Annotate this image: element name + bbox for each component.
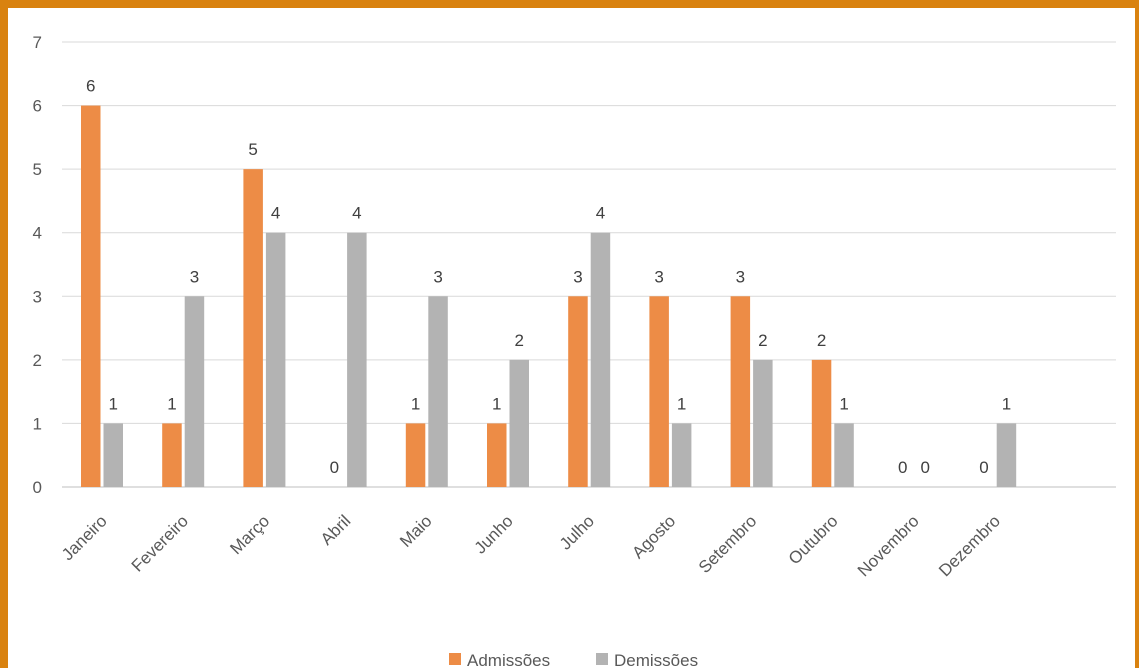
y-tick-label: 5 [33, 160, 42, 179]
x-tick-label: Fevereiro [128, 511, 192, 575]
data-label: 3 [736, 267, 745, 286]
legend-swatch-demissoes [596, 653, 608, 665]
bar-demissoes [103, 423, 123, 487]
bar-demissoes [753, 359, 773, 487]
y-tick-label: 4 [33, 224, 42, 243]
data-label: 4 [596, 204, 605, 223]
data-label: 4 [352, 204, 361, 223]
data-label: 1 [109, 394, 118, 413]
data-label: 2 [758, 331, 767, 350]
bar-demissoes [184, 296, 205, 487]
data-label: 3 [190, 267, 199, 286]
y-tick-label: 3 [33, 287, 42, 306]
data-label: 3 [573, 267, 582, 286]
legend-label-admissoes: Admissões [467, 651, 550, 668]
x-tick-label: Setembro [695, 511, 761, 577]
x-axis: Janeiro Fevereiro Março Abril Maio Junho Julho… [58, 511, 1004, 580]
data-label: 6 [86, 77, 95, 96]
x-tick-label: Abril [317, 511, 354, 548]
y-tick-label: 2 [33, 351, 42, 370]
x-tick-label: Novembro [854, 511, 923, 580]
x-tick-label: Agosto [628, 511, 679, 562]
data-label: 0 [921, 458, 930, 477]
y-tick-label: 0 [33, 478, 42, 497]
x-tick-label: Março [226, 511, 273, 558]
bar-admissoes [81, 105, 101, 488]
x-tick-label: Outubro [785, 511, 842, 568]
bar-admissoes [568, 296, 588, 487]
y-tick-label: 6 [33, 97, 42, 116]
data-label: 1 [411, 394, 420, 413]
legend-swatch-admissoes [449, 653, 461, 665]
bar-demissoes [347, 232, 367, 487]
y-tick-label: 7 [33, 33, 42, 52]
legend: Admissões Demissões [449, 651, 698, 668]
x-tick-label: Dezembro [935, 511, 1004, 580]
x-tick-label: Maio [396, 511, 435, 550]
bar-admissoes [487, 423, 507, 487]
data-label: 3 [433, 267, 442, 286]
data-label: 0 [898, 458, 907, 477]
bar-demissoes [428, 296, 448, 487]
x-tick-label: Janeiro [58, 511, 111, 564]
data-label: 1 [839, 394, 848, 413]
data-label: 3 [654, 267, 663, 286]
y-tick-label: 1 [33, 414, 42, 433]
bar-demissoes [671, 423, 692, 487]
data-label: 1 [1002, 394, 1011, 413]
x-tick-label: Julho [556, 511, 598, 553]
data-label: 2 [515, 331, 524, 350]
bar-demissoes [996, 423, 1017, 487]
bar-admissoes [162, 423, 182, 487]
data-label: 1 [167, 394, 176, 413]
data-label: 5 [248, 140, 257, 159]
data-label: 1 [677, 394, 686, 413]
data-label: 0 [330, 458, 339, 477]
bar-admissoes [811, 359, 832, 487]
x-tick-label: Junho [471, 511, 517, 557]
bar-admissoes [649, 296, 669, 487]
gridlines [62, 41, 1116, 488]
data-label: 2 [817, 331, 826, 350]
bar-admissoes [730, 296, 751, 487]
bar-demissoes [509, 359, 529, 487]
data-label: 0 [979, 458, 988, 477]
bar-demissoes [590, 232, 611, 487]
bar-demissoes [834, 423, 854, 487]
bar-demissoes [265, 232, 286, 487]
data-label: 1 [492, 394, 501, 413]
y-axis: 0 1 2 3 4 5 6 7 [33, 33, 42, 497]
data-label: 4 [271, 204, 280, 223]
bars [81, 105, 1017, 488]
bar-admissoes [243, 169, 263, 487]
bar-admissoes [405, 423, 426, 487]
legend-label-demissoes: Demissões [614, 651, 698, 668]
